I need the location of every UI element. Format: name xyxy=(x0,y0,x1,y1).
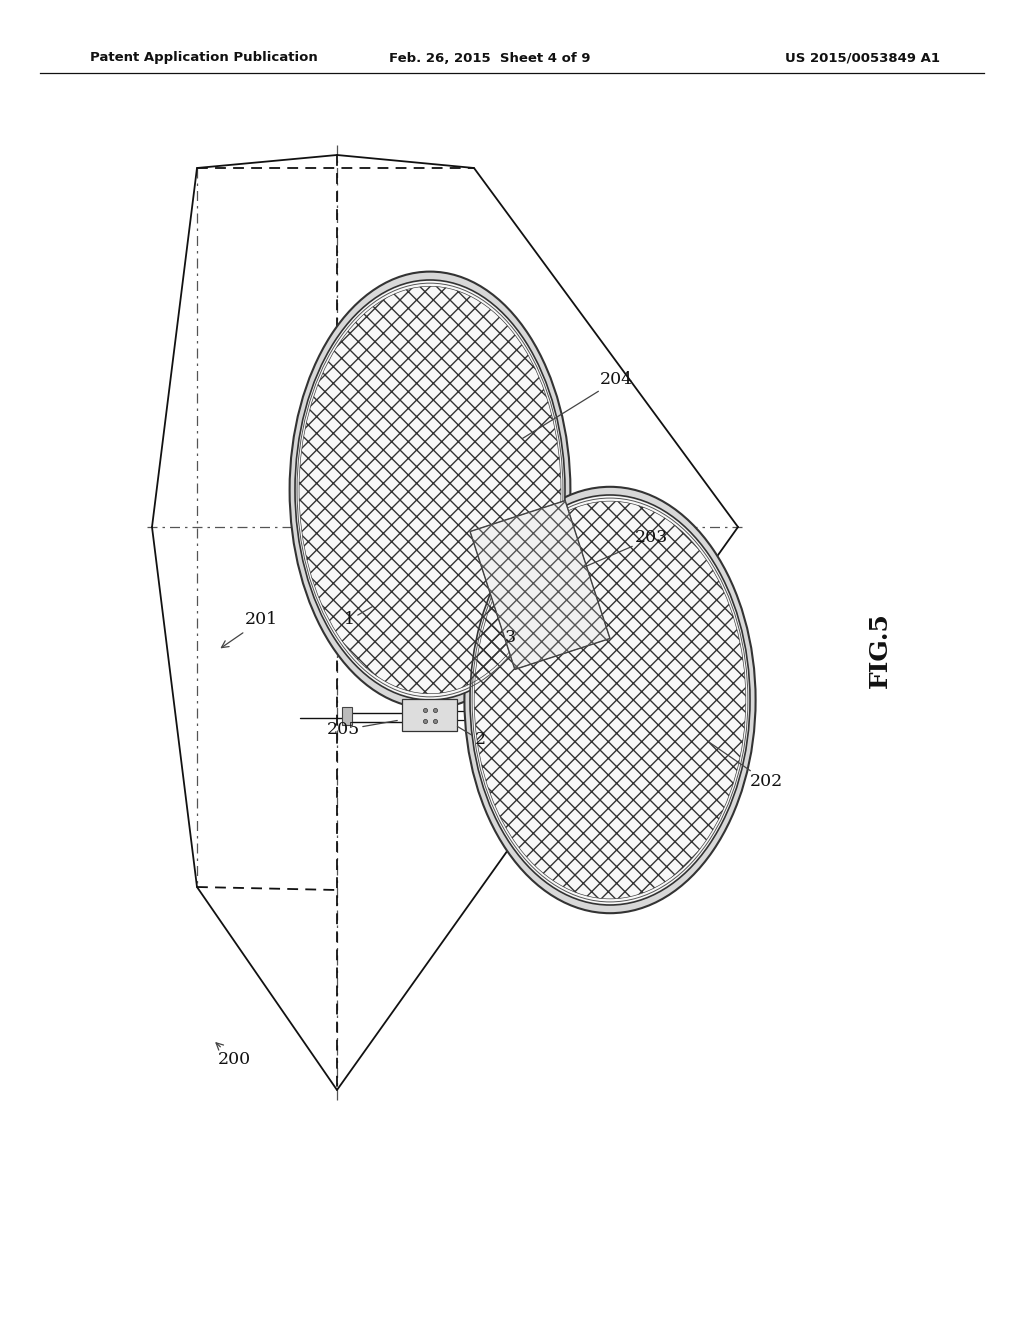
Text: 205: 205 xyxy=(327,721,397,738)
Text: Feb. 26, 2015  Sheet 4 of 9: Feb. 26, 2015 Sheet 4 of 9 xyxy=(389,51,591,65)
Text: US 2015/0053849 A1: US 2015/0053849 A1 xyxy=(785,51,940,65)
Text: 203: 203 xyxy=(585,529,669,566)
Text: 2: 2 xyxy=(458,726,485,748)
Text: 201: 201 xyxy=(221,611,279,648)
Bar xyxy=(342,708,352,725)
Polygon shape xyxy=(470,500,610,669)
Text: 204: 204 xyxy=(522,371,633,438)
Ellipse shape xyxy=(465,487,756,913)
Ellipse shape xyxy=(290,272,570,709)
Text: FIG.5: FIG.5 xyxy=(868,612,892,688)
Text: 1: 1 xyxy=(344,606,373,628)
Text: Patent Application Publication: Patent Application Publication xyxy=(90,51,317,65)
Ellipse shape xyxy=(470,495,750,906)
Text: 3: 3 xyxy=(505,630,515,647)
Text: 200: 200 xyxy=(216,1043,251,1068)
Text: 202: 202 xyxy=(709,742,783,791)
Bar xyxy=(402,700,457,731)
Ellipse shape xyxy=(295,280,565,700)
